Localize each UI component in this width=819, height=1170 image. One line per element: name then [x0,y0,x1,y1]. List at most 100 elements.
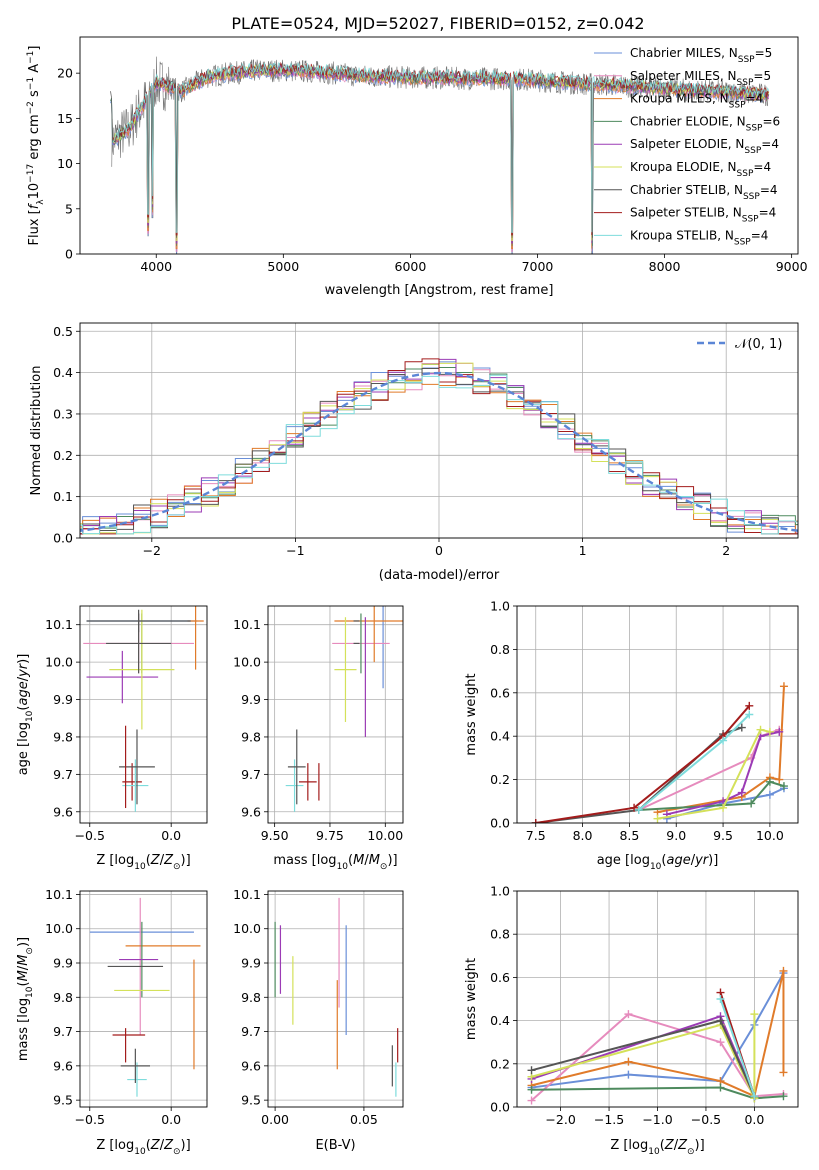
y-tick-label: 9.5 [53,1093,73,1108]
mass-weight-marker [653,814,662,823]
label-part: ( [661,853,666,868]
label-part: SSP [746,123,763,133]
mass-weight-marker [624,1057,633,1066]
label-part: )] [387,853,397,868]
x-tick-label: 0.0 [161,1112,181,1127]
label-part: Z [150,853,161,868]
x-tick-label: −0.5 [75,1112,105,1127]
plot-area [110,56,770,254]
label-part: 10 [134,1147,146,1157]
axes-frame [79,36,799,255]
x-tick-label: 0 [435,543,443,558]
label-part: / [160,853,165,868]
label-part: ( [660,1138,665,1153]
x-tick-label: 9.5 [713,828,733,843]
legend-entry: Chabrier MILES, NSSP=5 [630,46,772,65]
x-axis-label: (data-model)/error [379,568,500,583]
label-part: Kroupa MILES, N [630,92,729,106]
y-tick-label: 0.2 [53,448,73,463]
axes-frame [79,322,799,539]
axes-frame [516,890,799,1108]
label-part: =4 [746,92,764,106]
mass-weight-marker [750,1010,759,1019]
y-tick-label: 10.0 [233,655,261,670]
mass-weight-marker [527,1096,536,1105]
label-part: M [16,970,31,981]
label-part: age [log [597,853,650,868]
label-part: =4 [760,183,778,197]
mass-weight-marker [779,1092,788,1101]
legend-entry: Salpeter MILES, NSSP=5 [630,69,771,88]
label-part: λ [36,199,46,205]
x-tick-label: −1.0 [642,1112,672,1127]
label-part: ( [16,981,31,986]
label-part: =6 [762,114,780,128]
panel-mass-weight-vs-Z: −2.0 −1.5 −1.0 −0.5 0.0 0.0 0.2 0.4 0.6 0.8 1.0 Z [… [464,884,799,1157]
mass-weight-line [666,787,785,820]
label-part: ( [16,706,31,711]
label-part: =4 [761,137,779,151]
label-part: 10 [337,862,349,872]
mass-weight-line [531,970,785,1098]
x-tick-label: 8.5 [619,828,639,843]
label-part: ⊙ [173,862,181,872]
label-part: SSP [737,78,754,88]
label-part: Chabrier ELODIE, N [630,114,746,128]
label-part: Flux [ [27,209,42,245]
label-part: SSP [738,55,755,65]
x-tick-label: 0.00 [261,1112,289,1127]
y-tick-label: 0 [65,247,73,262]
y-axis-label: mass weight [464,673,479,755]
y-tick-label: 10.0 [233,921,261,936]
label-part: erg cm [27,114,42,163]
mass-weight-marker [716,1083,725,1092]
label-part: Z [150,1138,161,1153]
label-part: age [16,681,31,705]
y-tick-label: 0.0 [53,531,73,546]
mass-weight-marker [745,701,754,710]
x-tick-label: 2 [722,543,730,558]
y-tick-label: 9.9 [53,692,73,707]
label-part: / [364,853,369,868]
label-part: SSP [742,215,759,225]
label-part: SSP [729,101,746,111]
panel-mass-weight-vs-age: 7.5 8.0 8.5 9.0 9.5 10.0 0.0 0.2 0.4 0.6 0.8 1.0 age… [464,599,799,872]
histogram-step-line [80,358,798,535]
mass-weight-marker [634,805,643,814]
y-tick-label: 0.8 [490,642,510,657]
y-tick-label: 10.0 [45,655,73,670]
y-axis-label: age [log10(age/yr)] [16,654,35,776]
mass-weight-marker [624,1010,633,1019]
panel-mass-vs-Z: −0.5 0.09.59.69.79.89.910.010.1Z [log10(Z… [16,887,208,1157]
x-tick-label: 7.5 [526,828,546,843]
mass-weight-marker [756,725,765,734]
mass-weight-marker [765,790,774,799]
y-tick-label: 0.5 [53,324,73,339]
y-tick-label: 9.7 [53,767,73,782]
x-tick-label: −0.5 [75,828,105,843]
label-part: / [691,853,696,868]
y-axis-label: Normed distribution [29,366,44,496]
mass-weight-marker [531,819,540,823]
x-tick-label: 9.75 [316,828,344,843]
label-part: SSP [734,237,751,247]
label-part: Kroupa STELIB, N [630,228,734,242]
x-tick-label: 10.00 [367,828,403,843]
y-tick-label: 10 [57,156,73,171]
mass-weight-line [535,705,751,823]
y-tick-label: 9.8 [241,990,261,1005]
legend-entry: Salpeter ELODIE, NSSP=4 [630,137,779,156]
label-part: M [16,955,31,966]
mass-weight-marker [716,1038,725,1047]
label-part: Z [log [96,853,134,868]
y-tick-label: 0.2 [490,772,510,787]
plot-area [80,358,798,535]
y-tick-label: 9.6 [53,804,73,819]
y-tick-label: 9.9 [53,956,73,971]
label-part: −17 [26,164,36,183]
mass-weight-marker [745,710,754,719]
mass-weight-marker [779,782,788,791]
label-part: age [log [16,722,31,775]
x-axis-label: Z [log10(Z/Z⊙)] [96,853,190,872]
legend-entry: Kroupa ELODIE, NSSP=4 [630,160,771,179]
